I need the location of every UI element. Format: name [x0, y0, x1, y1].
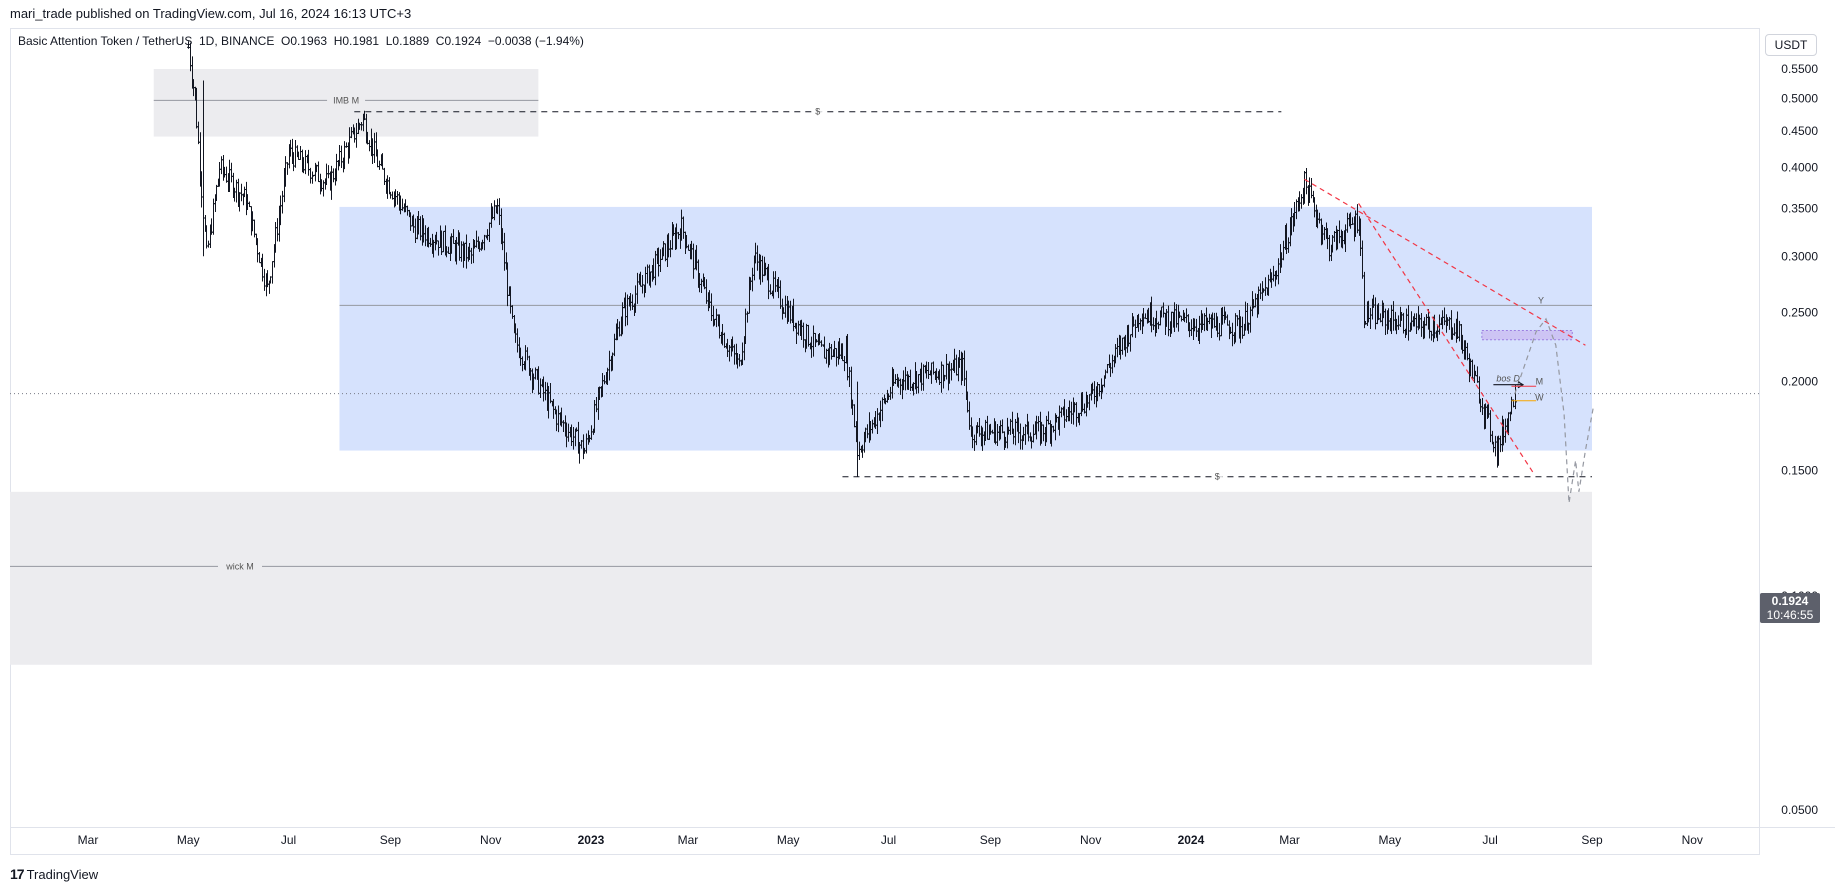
level-label-bg-1	[1212, 470, 1223, 483]
time-tick-6: Mar	[678, 833, 699, 847]
ohlc-bar	[383, 167, 386, 186]
zone-label-0: IMB M	[333, 95, 359, 105]
ohlc-bar	[281, 190, 284, 214]
ohlc-bar	[240, 183, 243, 202]
trendline-0	[1304, 178, 1586, 346]
price-tick-8: 0.1500	[1781, 464, 1818, 478]
trendlines-layer: bos D MW Y	[1304, 178, 1595, 504]
ohlc-bar	[338, 145, 341, 167]
tradingview-logo-icon: 17	[10, 866, 25, 882]
level-label-0: $	[815, 107, 820, 117]
ohlc-bar	[317, 161, 320, 183]
ohlc-bar	[215, 184, 218, 201]
ohlc-bar	[332, 168, 335, 183]
time-tick-14: Jul	[1482, 833, 1497, 847]
time-tick-12: Mar	[1279, 833, 1300, 847]
price-tick-0: 0.5500	[1781, 62, 1818, 76]
ohlc-bar	[256, 238, 259, 263]
time-axis: Mar May Jul Sep Nov 2023 Mar May Jul Sep Nov 2024 Ma…	[78, 833, 1703, 847]
time-tick-2: Jul	[281, 833, 296, 847]
time-tick-16: Nov	[1682, 833, 1703, 847]
price-axis: 0.5500 0.5000 0.4500 0.4000 0.3500 0.3000 0.25…	[1781, 62, 1818, 817]
annotation-2: W	[1535, 392, 1544, 402]
time-tick-13: May	[1378, 833, 1401, 847]
price-tick-2: 0.4500	[1781, 124, 1818, 138]
currency-selector[interactable]: USDT	[1765, 34, 1817, 56]
time-tick-15: Sep	[1581, 833, 1603, 847]
time-tick-1: May	[177, 833, 200, 847]
time-tick-0: Mar	[78, 833, 99, 847]
ohlc-bar	[373, 132, 376, 163]
candles-layer	[187, 41, 1517, 477]
ohlc-bar	[220, 156, 223, 175]
ohlc-bar	[271, 261, 274, 284]
levels-layer: $$	[10, 105, 1759, 483]
last-price-badge: 0.1924 10:46:55	[1760, 593, 1820, 623]
symbol-legend: Basic Attention Token / TetherUS 1D, BIN…	[18, 34, 584, 48]
time-tick-3: Sep	[380, 833, 402, 847]
last-price-value: 0.1924	[1771, 594, 1809, 608]
publish-line: mari_trade published on TradingView.com,…	[10, 6, 412, 21]
zone-label-bg-2	[218, 560, 262, 573]
time-tick-4: Nov	[480, 833, 501, 847]
zone-3	[1481, 330, 1573, 340]
ohlc-bar	[276, 218, 279, 242]
zone-1	[339, 206, 1592, 451]
time-tick-8: Jul	[881, 833, 896, 847]
price-tick-1: 0.5000	[1781, 91, 1818, 105]
time-axis-separator	[10, 827, 1835, 828]
zone-label-bg-0	[327, 94, 366, 107]
ohlc-bar	[327, 165, 330, 179]
ohlc-bar	[225, 166, 228, 183]
ohlc-bar	[274, 222, 277, 253]
price-tick-7: 0.2000	[1781, 375, 1818, 389]
ohlc-bar	[258, 251, 261, 264]
ohlc-bar	[299, 146, 302, 160]
annotation-3: Y	[1538, 296, 1544, 306]
time-tick-9: Sep	[980, 833, 1002, 847]
zones-layer: IMB M wick M	[10, 69, 1592, 665]
zone-outline-3	[1481, 329, 1573, 341]
time-tick-5: 2023	[578, 833, 605, 847]
ohlc-bar	[388, 177, 391, 195]
price-tick-5: 0.3000	[1781, 249, 1818, 263]
price-tick-4: 0.3500	[1781, 202, 1818, 216]
zone-2	[10, 491, 1592, 665]
brand-name: TradingView	[26, 867, 99, 882]
zone-label-2: wick M	[225, 561, 254, 571]
ohlc-bar	[309, 167, 312, 184]
ohlc-bar	[368, 140, 371, 152]
tradingview-brand[interactable]: 17 TradingView	[10, 866, 98, 882]
price-tick-3: 0.4000	[1781, 160, 1818, 174]
annotation-0: bos D	[1496, 374, 1520, 384]
price-tick-6: 0.2500	[1781, 306, 1818, 320]
ohlc-bar	[230, 162, 233, 183]
bar-countdown: 10:46:55	[1766, 608, 1814, 622]
ohlc-bar	[1300, 194, 1303, 209]
price-axis-separator	[1759, 28, 1760, 855]
ohlc-bar	[235, 179, 238, 203]
level-label-bg-0	[812, 105, 823, 118]
ohlc-bar	[304, 150, 307, 175]
ohlc-bar	[378, 160, 381, 170]
time-tick-11: 2024	[1178, 833, 1205, 847]
ohlc-bar	[396, 191, 399, 205]
level-label-1: $	[1215, 472, 1220, 482]
time-tick-7: May	[777, 833, 800, 847]
ohlc-bar	[340, 145, 343, 169]
annotation-1: M	[1536, 377, 1544, 387]
ohlc-bar	[311, 171, 314, 184]
price-tick-10: 0.0500	[1781, 803, 1818, 817]
projection-path	[1514, 317, 1595, 504]
ohlc-bar	[294, 140, 297, 168]
time-tick-10: Nov	[1080, 833, 1101, 847]
ohlc-bar	[263, 268, 266, 291]
